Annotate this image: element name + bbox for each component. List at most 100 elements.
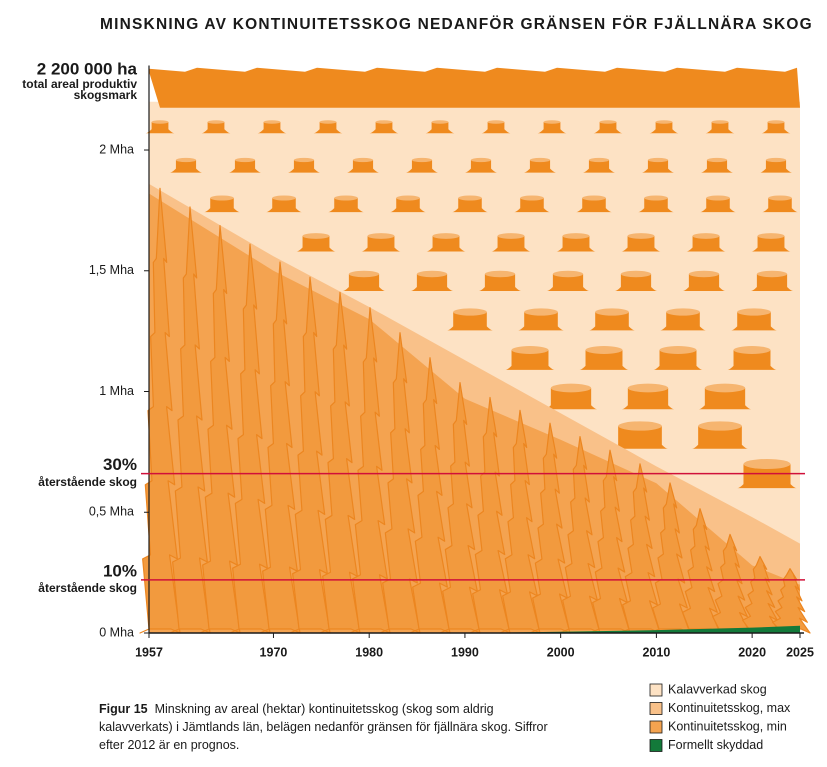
- stump: [638, 198, 674, 213]
- total-band: [149, 67, 800, 108]
- tree: [589, 449, 631, 634]
- x-tick-label: 2025: [786, 645, 814, 659]
- y-tick-label: 1,5 Mha: [89, 263, 134, 277]
- stump: [169, 160, 203, 173]
- stump-top: [302, 233, 330, 239]
- caption-block: Figur 15 Minskning av areal (hektar) kon…: [99, 700, 569, 754]
- stump: [505, 350, 555, 370]
- stump: [737, 464, 797, 489]
- stump: [410, 274, 454, 291]
- stump: [425, 122, 455, 134]
- stump: [342, 274, 386, 291]
- stump-top: [618, 421, 662, 431]
- legend-swatch: [649, 702, 663, 715]
- caption: Minskning av areal (hektar) kontinuitets…: [99, 702, 548, 752]
- stump: [579, 350, 629, 370]
- legend-label: Formellt skyddad: [668, 738, 763, 752]
- stump: [145, 122, 175, 134]
- stump-top: [411, 157, 433, 163]
- y-tick-label: 2 Mha: [99, 142, 134, 156]
- stump: [612, 426, 668, 449]
- stump: [700, 198, 736, 213]
- tree: [439, 382, 481, 634]
- stump-top: [666, 308, 700, 316]
- tree: [619, 463, 661, 634]
- stump-top: [711, 120, 729, 124]
- stump: [649, 122, 679, 134]
- stump: [478, 274, 522, 291]
- stump: [686, 236, 726, 252]
- tree: [649, 482, 691, 634]
- tree: [199, 224, 241, 634]
- stump: [761, 122, 791, 134]
- tree: [349, 307, 391, 634]
- stump: [727, 350, 777, 370]
- stump: [313, 122, 343, 134]
- stump: [361, 236, 401, 252]
- stump-top: [352, 157, 374, 163]
- stump-top: [737, 308, 771, 316]
- stump-top: [511, 346, 549, 354]
- stump: [491, 236, 531, 252]
- stump: [682, 274, 726, 291]
- stump-top: [688, 270, 720, 278]
- stump-top: [348, 270, 380, 278]
- stump-top: [692, 233, 720, 239]
- stump-top: [595, 308, 629, 316]
- tree: [679, 508, 721, 634]
- reference-sublabel: återstående skog: [38, 581, 137, 595]
- stump: [201, 122, 231, 134]
- stump: [204, 198, 240, 213]
- stump-top: [627, 233, 655, 239]
- tree: [409, 357, 451, 634]
- stump: [346, 160, 380, 173]
- stump-top: [151, 120, 169, 124]
- stump-top: [757, 233, 785, 239]
- stump-top: [431, 120, 449, 124]
- stump-top: [487, 120, 505, 124]
- stump-top: [550, 383, 592, 393]
- stump-top: [524, 308, 558, 316]
- stump: [328, 198, 364, 213]
- stump-top: [210, 195, 234, 201]
- stump-top: [319, 120, 337, 124]
- stump: [692, 426, 748, 449]
- stump-top: [334, 195, 358, 201]
- tree: [379, 332, 421, 634]
- legend-label: Kontinuitetsskog, min: [668, 719, 787, 733]
- stump-top: [497, 233, 525, 239]
- legend-swatch: [649, 683, 663, 697]
- stump: [582, 160, 616, 173]
- stump: [759, 160, 793, 173]
- legend-swatch: [649, 739, 663, 752]
- stump-top: [552, 270, 584, 278]
- x-tick-label: 1990: [451, 645, 479, 659]
- y-tick-label: 1 Mha: [99, 384, 134, 398]
- stump: [537, 122, 567, 134]
- stump: [518, 312, 564, 331]
- stump: [705, 122, 735, 134]
- stump-top: [706, 195, 730, 201]
- stump: [514, 198, 550, 213]
- stump: [660, 312, 706, 331]
- stump: [369, 122, 399, 134]
- stump-top: [234, 157, 256, 163]
- stump: [653, 350, 703, 370]
- reference-label: 10%: [103, 561, 137, 580]
- stump-top: [367, 233, 395, 239]
- tree: [229, 243, 271, 634]
- stump: [731, 312, 777, 331]
- stump: [614, 274, 658, 291]
- stump: [447, 312, 493, 331]
- stump: [544, 388, 598, 410]
- x-tick-label: 1957: [135, 645, 163, 659]
- stump-top: [175, 157, 197, 163]
- stump: [593, 122, 623, 134]
- stump-top: [768, 195, 792, 201]
- stump-top: [706, 157, 728, 163]
- stump-top: [375, 120, 393, 124]
- stump: [751, 236, 791, 252]
- x-tick-label: 1980: [355, 645, 383, 659]
- figure-label: Figur 15: [99, 702, 148, 716]
